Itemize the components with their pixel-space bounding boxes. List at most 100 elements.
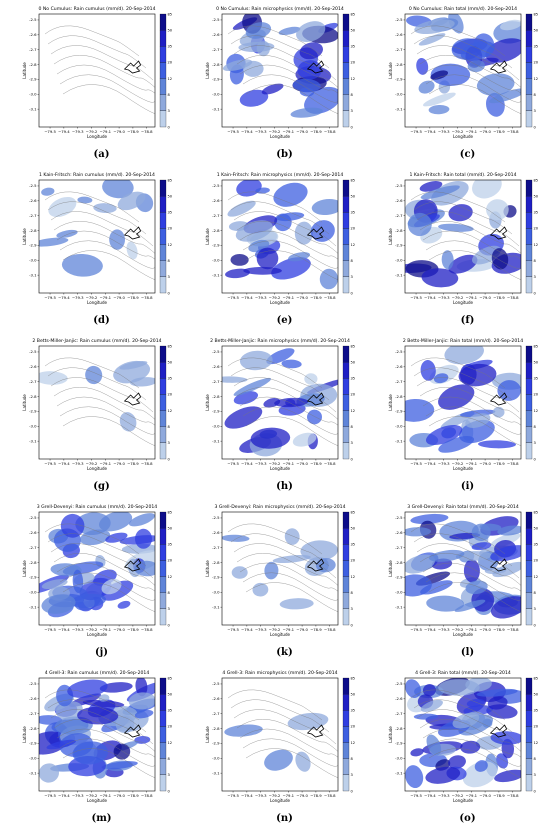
rain-blob [465,580,488,595]
colorbar-tick-label: 8 [351,591,354,595]
y-tick-label: -2.6 [29,198,37,203]
colorbar-tick-label: 3 [351,773,353,777]
terrain-contour [239,64,338,94]
rain-blob [497,525,521,536]
rain-blob [39,731,68,755]
y-tick-label: -2.8 [212,62,220,67]
rain-blob [281,359,302,369]
rain-blob [117,191,146,211]
colorbar-tick-label: 20 [351,559,356,563]
colorbar-segment [525,694,533,711]
y-tick-label: -2.6 [212,32,220,37]
x-tick-label: −79.3 [255,461,267,466]
colorbar-tick-label: 50 [534,194,539,198]
x-tick-label: −78.8 [141,295,153,300]
rain-blob [472,245,501,265]
colorbar-tick-label: 8 [534,591,537,595]
y-tick-label: -3.0 [395,92,403,97]
colorbar-tick-label: 35 [351,709,356,713]
terrain-contour [413,533,513,567]
x-tick-label: −79.5 [410,627,422,632]
x-tick-label: −78.8 [324,295,336,300]
chart-title: 0 No Cumulus: Rain microphysics (mm/d). … [216,6,344,12]
colorbar-segment [342,46,350,63]
terrain-contour [56,728,155,758]
terrain-contour [425,406,521,435]
colorbar-tick-label: 0 [351,125,354,129]
y-tick-label: -2.8 [29,560,37,565]
colorbar-segment [525,394,533,411]
y-tick-label: -2.8 [395,394,403,399]
colorbar-segment [159,742,167,759]
x-tick-label: −79.3 [72,295,84,300]
colorbar-tick-label: 20 [351,61,356,65]
plot-frame [221,677,339,792]
colorbar-segment [525,677,533,695]
map-svg: 3 Grell-Devenyi: Rain cumulus (mm/d). 20… [22,504,173,637]
y-tick-label: -2.8 [29,228,37,233]
x-tick-label: −79.4 [241,793,253,798]
y-tick-label: -2.8 [395,560,403,565]
colorbar-tick-label: 35 [534,377,539,381]
rain-blob [462,761,498,788]
x-tick-label: −79.5 [227,129,239,134]
chart-panel-e: 1 Kain-Fritsch: Rain microphysics (mm/d)… [193,168,376,333]
colorbar-segment [159,110,167,128]
map-svg: 2 Betts-Miller-Janjic: Rain total (mm/d)… [388,338,539,471]
terrain-contour [62,582,155,612]
rain-blob [478,440,516,449]
y-tick-label: -3.0 [29,590,37,595]
colorbar-tick-label: 50 [168,28,173,32]
terrain-contour [413,367,513,401]
y-tick-label: -2.7 [29,545,37,550]
y-tick-label: -2.9 [395,243,403,248]
colorbar-segment [525,544,533,561]
rain-blob [420,699,443,712]
terrain-contour [233,377,337,413]
basin-outline [123,558,142,572]
colorbar-segment [159,62,167,79]
colorbar-segment [342,394,350,411]
colorbar-tick-label: 8 [534,259,537,263]
y-tick-label: -2.6 [212,530,220,535]
basin-outline [123,226,142,240]
terrain-contour [62,250,155,280]
x-tick-label: −79.4 [58,129,70,134]
y-tick-label: -2.9 [29,409,37,414]
colorbar-tick-label: 12 [534,77,539,81]
colorbar-tick-label: 0 [534,457,537,461]
x-tick-label: −79.5 [227,461,239,466]
subfigure-label: (f) [460,315,475,326]
terrain-contour [227,191,323,223]
colorbar-tick-label: 20 [168,559,173,563]
colorbar-tick-label: 50 [534,526,539,530]
y-tick-label: -3.0 [212,92,220,97]
colorbar-segment [525,13,533,31]
y-tick-label: -2.5 [212,17,220,22]
y-tick-label: -2.7 [212,711,220,716]
y-tick-label: -2.9 [395,741,403,746]
y-tick-label: -3.0 [395,258,403,263]
x-axis-label: Longitude [87,134,107,139]
y-tick-label: -3.1 [395,770,403,775]
x-tick-label: −79.3 [255,793,267,798]
x-tick-label: −78.9 [127,461,139,466]
colorbar-segment [342,260,350,277]
colorbar-segment [159,544,167,561]
y-tick-label: -2.5 [212,681,220,686]
colorbar-tick-label: 50 [168,194,173,198]
x-tick-label: −79.4 [241,129,253,134]
rain-blob [99,682,133,693]
terrain-contour [47,533,147,567]
terrain-contour [425,74,521,103]
rain-blob [272,554,311,564]
rain-blob [296,21,326,43]
colorbar-tick-label: 50 [534,360,539,364]
terrain-contour [419,55,521,88]
y-tick-label: -2.6 [29,530,37,535]
chart-title: 1 Kain-Fritsch: Rain microphysics (mm/d)… [217,172,344,178]
terrain-contour [227,25,323,57]
terrain-contour [416,543,520,579]
colorbar-tick-label: 35 [534,543,539,547]
chart-panel-l: 3 Grell-Devenyi: Rain total (mm/d). 20-S… [376,500,550,665]
